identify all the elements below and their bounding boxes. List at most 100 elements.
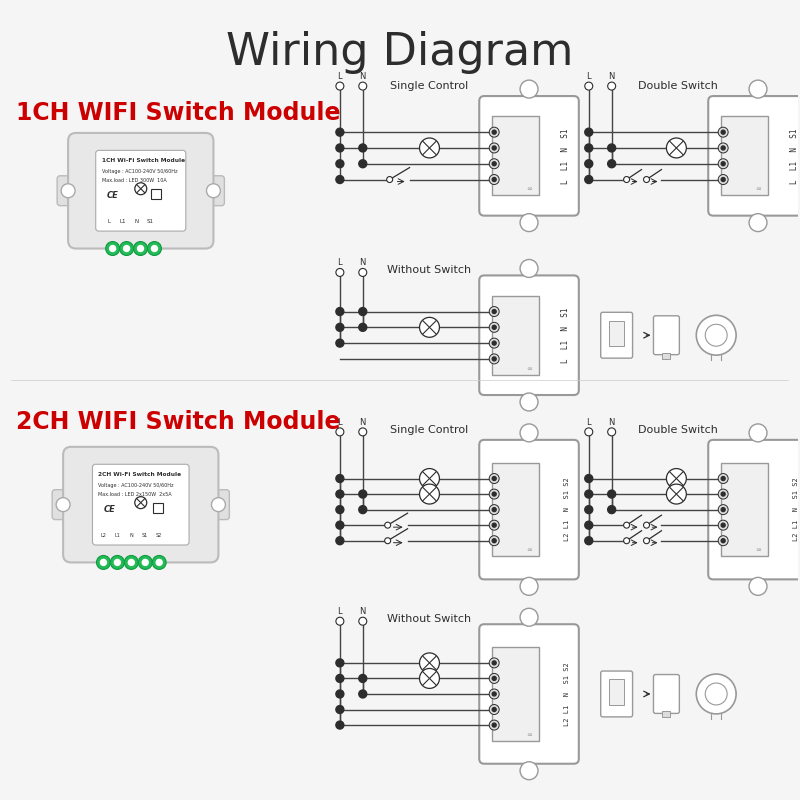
Bar (150, 189, 161, 198)
FancyBboxPatch shape (207, 490, 230, 519)
Circle shape (419, 138, 439, 158)
Circle shape (624, 522, 630, 528)
Text: L2: L2 (101, 533, 106, 538)
Text: Max.load : LED 2x150W  2x5A: Max.load : LED 2x150W 2x5A (98, 492, 172, 497)
Bar (609, 679, 624, 705)
FancyBboxPatch shape (479, 96, 579, 216)
Text: N: N (130, 533, 133, 538)
Text: Without Switch: Without Switch (387, 614, 471, 624)
Circle shape (718, 143, 728, 153)
Circle shape (718, 174, 728, 185)
Bar (492, 463, 539, 556)
Text: Max.load : LED 300W  10A: Max.load : LED 300W 10A (102, 178, 166, 183)
Text: 2CH Wi-Fi Switch Module: 2CH Wi-Fi Switch Module (98, 472, 182, 478)
Circle shape (336, 82, 344, 90)
Circle shape (492, 723, 496, 727)
Circle shape (128, 559, 134, 566)
Circle shape (147, 242, 162, 255)
FancyBboxPatch shape (654, 316, 679, 354)
Circle shape (336, 307, 344, 315)
Circle shape (358, 160, 366, 168)
Circle shape (721, 538, 725, 542)
Circle shape (101, 559, 106, 566)
Circle shape (490, 505, 499, 514)
Bar (662, 711, 670, 718)
Circle shape (520, 393, 538, 411)
Text: ∞: ∞ (526, 732, 532, 738)
Circle shape (490, 338, 499, 348)
FancyBboxPatch shape (479, 624, 579, 764)
FancyBboxPatch shape (654, 674, 679, 714)
Circle shape (492, 677, 496, 681)
Circle shape (490, 689, 499, 699)
Circle shape (385, 522, 390, 528)
Circle shape (492, 341, 496, 345)
Circle shape (124, 555, 138, 570)
Text: L1: L1 (114, 533, 120, 538)
Circle shape (718, 520, 728, 530)
Circle shape (718, 505, 728, 514)
Text: L  L1  N  S1: L L1 N S1 (790, 128, 799, 184)
Circle shape (110, 246, 116, 251)
Circle shape (492, 692, 496, 696)
Circle shape (106, 242, 120, 255)
Circle shape (492, 357, 496, 361)
Circle shape (134, 242, 147, 255)
Circle shape (336, 269, 344, 277)
Text: 1CH Wi-Fi Switch Module: 1CH Wi-Fi Switch Module (102, 158, 185, 163)
Circle shape (721, 162, 725, 166)
Circle shape (492, 707, 496, 711)
Circle shape (643, 522, 650, 528)
Circle shape (336, 323, 344, 331)
Circle shape (114, 559, 120, 566)
FancyBboxPatch shape (479, 275, 579, 395)
Circle shape (721, 477, 725, 481)
Circle shape (492, 178, 496, 182)
Circle shape (110, 555, 124, 570)
Circle shape (336, 618, 344, 626)
Text: Voltage : AC100-240V 50/60Hz: Voltage : AC100-240V 50/60Hz (98, 483, 174, 488)
Circle shape (721, 523, 725, 527)
Circle shape (490, 158, 499, 169)
Circle shape (666, 138, 686, 158)
Circle shape (336, 160, 344, 168)
Circle shape (585, 160, 593, 168)
Circle shape (608, 506, 616, 514)
Text: CE: CE (103, 505, 115, 514)
Circle shape (206, 184, 221, 198)
Circle shape (358, 674, 366, 682)
Circle shape (490, 354, 499, 364)
Text: L2 L1  N  S1 S2: L2 L1 N S1 S2 (793, 478, 799, 542)
Circle shape (721, 178, 725, 182)
Circle shape (336, 706, 344, 714)
Circle shape (721, 130, 725, 134)
Circle shape (492, 310, 496, 314)
Circle shape (624, 177, 630, 182)
Text: 2CH WIFI Switch Module: 2CH WIFI Switch Module (16, 410, 341, 434)
Text: S2: S2 (156, 533, 162, 538)
Circle shape (520, 762, 538, 780)
Circle shape (490, 322, 499, 332)
Circle shape (492, 492, 496, 496)
Circle shape (749, 424, 767, 442)
Text: CE: CE (106, 191, 118, 200)
FancyBboxPatch shape (68, 133, 214, 249)
Circle shape (585, 521, 593, 529)
Circle shape (336, 659, 344, 667)
Text: S1: S1 (142, 533, 148, 538)
FancyBboxPatch shape (479, 440, 579, 579)
Circle shape (585, 537, 593, 545)
Bar (492, 647, 539, 741)
Circle shape (386, 177, 393, 182)
Text: N: N (359, 418, 366, 427)
Circle shape (419, 484, 439, 504)
Circle shape (492, 326, 496, 330)
Text: L: L (107, 219, 110, 224)
Circle shape (490, 674, 499, 683)
FancyBboxPatch shape (601, 671, 633, 717)
Circle shape (585, 128, 593, 136)
Circle shape (419, 669, 439, 688)
Text: Without Switch: Without Switch (387, 266, 471, 275)
Text: ∞: ∞ (526, 547, 532, 554)
Text: Single Control: Single Control (390, 425, 469, 435)
